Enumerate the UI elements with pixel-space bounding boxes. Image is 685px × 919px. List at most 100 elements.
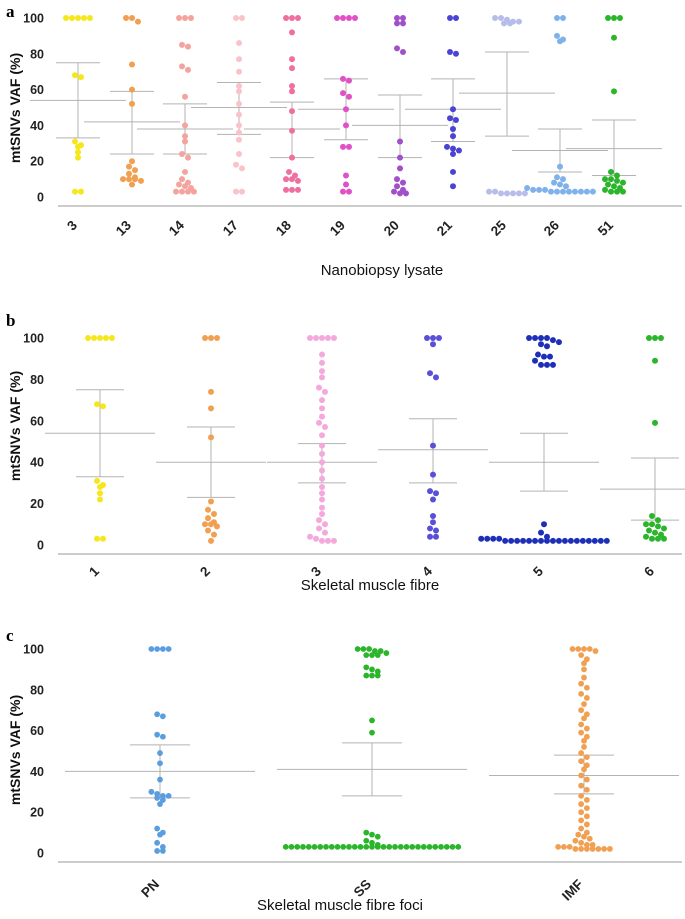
data-point xyxy=(652,529,658,536)
data-point xyxy=(616,15,623,21)
data-point xyxy=(319,496,325,503)
data-point xyxy=(452,117,459,124)
data-point xyxy=(409,843,416,850)
data-point xyxy=(578,801,585,807)
data-point xyxy=(654,535,661,542)
data-point xyxy=(652,335,658,341)
data-point xyxy=(649,513,656,520)
data-point xyxy=(354,646,361,652)
data-point xyxy=(316,517,323,524)
data-point xyxy=(238,165,245,172)
data-point xyxy=(176,181,183,188)
category-label: 1 xyxy=(86,563,102,579)
data-point xyxy=(591,537,598,544)
category-26-group xyxy=(512,15,608,195)
data-point xyxy=(504,190,510,197)
data-point xyxy=(305,843,312,850)
data-point xyxy=(208,335,214,341)
data-point xyxy=(554,188,561,195)
data-point xyxy=(450,125,456,132)
y-tick-label: 40 xyxy=(30,119,44,133)
data-point xyxy=(157,776,163,783)
data-point xyxy=(129,86,135,93)
data-point xyxy=(236,68,242,75)
category-13-group xyxy=(84,15,180,188)
data-point xyxy=(427,370,434,377)
data-point xyxy=(444,143,451,150)
data-point xyxy=(319,374,325,381)
data-point xyxy=(176,15,183,21)
data-point xyxy=(233,161,240,168)
y-tick-label: 20 xyxy=(30,155,44,169)
data-point xyxy=(208,521,214,528)
data-point xyxy=(159,797,166,803)
data-point xyxy=(541,521,547,528)
data-point xyxy=(415,843,421,850)
data-point xyxy=(324,537,331,544)
data-point xyxy=(399,20,406,27)
data-point xyxy=(424,335,431,341)
data-point xyxy=(452,50,459,57)
data-point xyxy=(319,450,325,457)
data-point xyxy=(578,680,585,687)
data-point xyxy=(345,77,352,84)
data-point xyxy=(319,490,325,497)
data-point xyxy=(430,341,436,348)
data-point xyxy=(316,384,323,391)
data-point xyxy=(536,186,543,193)
data-point xyxy=(86,15,93,21)
data-point xyxy=(319,405,325,412)
data-point xyxy=(288,843,295,850)
data-point xyxy=(233,188,240,195)
data-point xyxy=(363,829,370,836)
data-point xyxy=(486,188,493,195)
data-point xyxy=(157,760,163,767)
data-point xyxy=(608,168,615,175)
data-point xyxy=(581,666,587,673)
data-point xyxy=(455,147,462,154)
data-point xyxy=(538,341,545,348)
data-point xyxy=(148,646,155,652)
data-point xyxy=(427,533,434,540)
data-point xyxy=(316,525,323,532)
data-point xyxy=(450,168,456,175)
data-point xyxy=(236,151,242,158)
data-point xyxy=(583,754,590,761)
data-point xyxy=(430,496,436,503)
category-label: 2 xyxy=(197,564,213,580)
data-point xyxy=(340,143,347,150)
data-point xyxy=(236,83,242,90)
data-point xyxy=(575,831,582,838)
data-point xyxy=(360,646,367,652)
data-point xyxy=(363,652,370,659)
data-point xyxy=(432,527,439,534)
data-point xyxy=(397,154,403,161)
data-point xyxy=(330,537,337,544)
data-point xyxy=(543,537,550,544)
data-point xyxy=(583,776,590,783)
data-point xyxy=(583,762,590,769)
data-point xyxy=(581,833,587,840)
data-point xyxy=(572,846,579,852)
data-point xyxy=(289,154,295,161)
data-point xyxy=(394,183,401,190)
data-point xyxy=(532,537,539,544)
data-point xyxy=(72,188,79,195)
data-point xyxy=(129,100,135,107)
category-21-group xyxy=(405,15,501,190)
data-point xyxy=(345,93,352,100)
data-point xyxy=(577,188,584,195)
data-point xyxy=(573,537,580,544)
category-51-group xyxy=(566,15,662,195)
data-point xyxy=(452,15,459,21)
data-point xyxy=(397,165,403,172)
data-point xyxy=(154,731,161,738)
data-point xyxy=(549,537,556,544)
data-point xyxy=(97,490,103,497)
data-point xyxy=(91,335,98,341)
data-point xyxy=(205,527,212,534)
data-point xyxy=(340,90,347,97)
data-point xyxy=(490,535,497,542)
data-point xyxy=(319,397,325,404)
data-point xyxy=(583,846,590,852)
